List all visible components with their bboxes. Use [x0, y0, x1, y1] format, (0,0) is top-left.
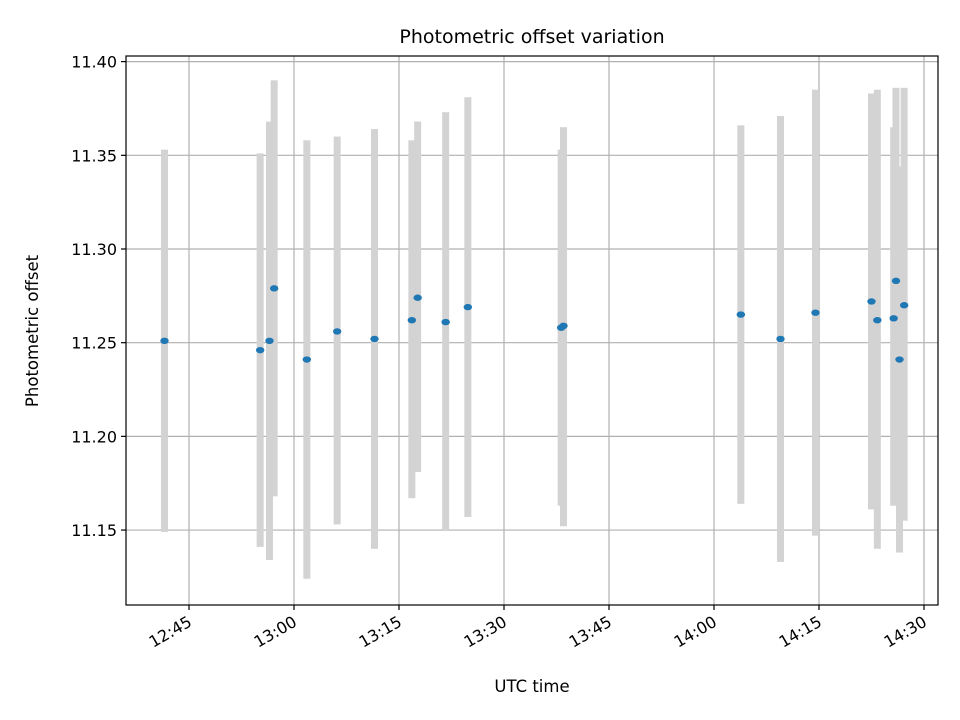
y-tick-label: 11.30	[71, 240, 117, 259]
data-point	[891, 277, 901, 285]
data-point	[463, 303, 473, 311]
data-points	[160, 277, 909, 363]
data-point	[889, 315, 898, 322]
data-point	[370, 335, 379, 343]
data-point	[160, 337, 169, 345]
data-point	[776, 335, 785, 343]
data-point	[441, 318, 450, 326]
y-axis-label: Photometric offset	[23, 254, 42, 407]
data-point	[265, 337, 274, 345]
data-point	[867, 298, 876, 305]
data-point	[302, 356, 312, 363]
data-point	[407, 316, 417, 324]
data-point	[413, 294, 422, 301]
chart-title: Photometric offset variation	[399, 26, 664, 48]
data-point	[899, 302, 909, 309]
data-point	[559, 322, 568, 330]
data-point	[736, 311, 746, 318]
plot-frame	[125, 55, 939, 606]
data-point	[895, 356, 904, 363]
data-point	[255, 346, 265, 354]
data-point	[332, 328, 342, 335]
data-point	[269, 285, 279, 292]
data-point	[873, 316, 882, 324]
y-tick-label: 11.40	[71, 53, 117, 72]
data-point	[811, 309, 820, 316]
y-axis: 11.15 11.20 11.25 11.30 11.35 11.40	[71, 53, 126, 540]
y-tick-label: 11.35	[71, 146, 117, 165]
x-axis-label: UTC time	[494, 677, 569, 696]
y-tick-label: 11.25	[71, 334, 117, 353]
y-tick-label: 11.15	[71, 521, 117, 540]
y-tick-label: 11.20	[71, 427, 117, 446]
